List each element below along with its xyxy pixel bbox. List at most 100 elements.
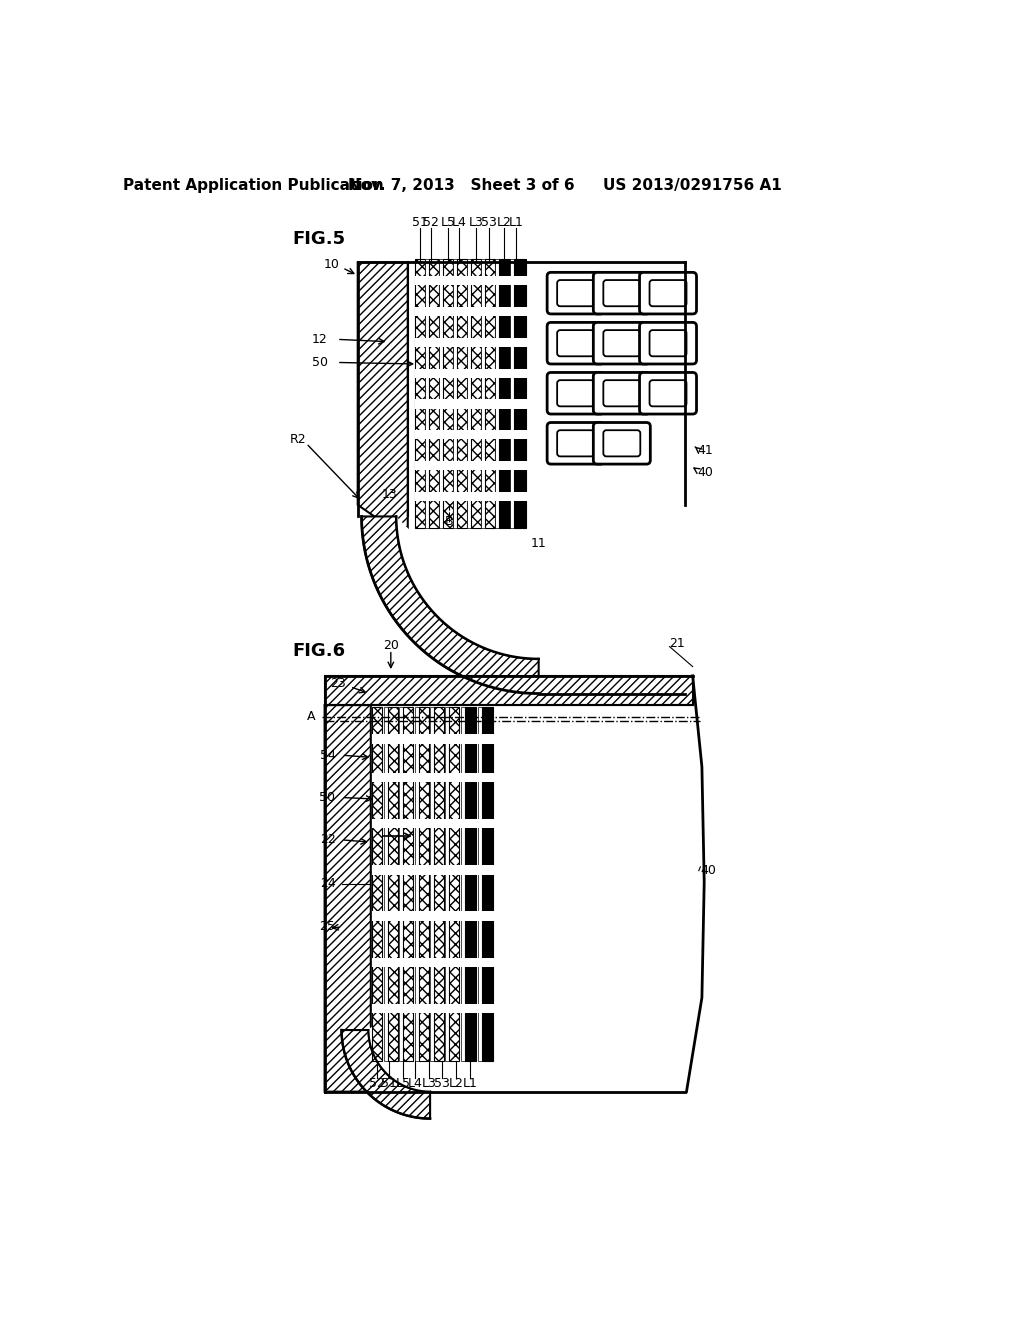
Text: 22: 22: [319, 833, 336, 846]
Bar: [373, 774, 497, 781]
Text: 52: 52: [423, 215, 439, 228]
Text: L2: L2: [497, 215, 511, 228]
FancyBboxPatch shape: [640, 322, 696, 364]
Text: B: B: [444, 515, 453, 528]
Text: L5: L5: [440, 215, 456, 228]
FancyBboxPatch shape: [593, 372, 650, 414]
Bar: [467, 259, 471, 528]
FancyBboxPatch shape: [649, 330, 686, 356]
Text: L4: L4: [408, 1077, 422, 1090]
Text: 12: 12: [312, 333, 328, 346]
Text: L2: L2: [449, 1077, 464, 1090]
Bar: [495, 259, 499, 528]
Bar: [445, 708, 450, 1061]
Bar: [425, 259, 429, 528]
Bar: [510, 259, 514, 528]
Bar: [373, 1003, 497, 1014]
Text: L3: L3: [469, 215, 483, 228]
Text: 50: 50: [319, 791, 336, 804]
Bar: [373, 911, 497, 921]
FancyBboxPatch shape: [603, 380, 640, 407]
Text: L3: L3: [422, 1077, 437, 1090]
FancyBboxPatch shape: [649, 380, 686, 407]
Polygon shape: [361, 516, 539, 693]
Bar: [416, 368, 529, 378]
Text: L1: L1: [509, 215, 523, 228]
Polygon shape: [325, 705, 390, 1092]
Text: L4: L4: [452, 215, 467, 228]
Bar: [388, 708, 397, 1061]
Bar: [416, 276, 529, 285]
Text: 52: 52: [369, 1077, 385, 1090]
Text: 24: 24: [319, 878, 336, 890]
Bar: [434, 708, 444, 1061]
FancyBboxPatch shape: [547, 322, 604, 364]
Bar: [465, 708, 476, 1061]
Polygon shape: [342, 1030, 430, 1118]
Bar: [384, 708, 388, 1061]
Bar: [373, 818, 497, 829]
Bar: [419, 708, 429, 1061]
Text: 54: 54: [319, 748, 336, 762]
Bar: [481, 259, 484, 528]
Text: 23: 23: [331, 677, 346, 690]
Bar: [454, 259, 457, 528]
Bar: [416, 492, 529, 502]
Text: US 2013/0291756 A1: US 2013/0291756 A1: [603, 178, 782, 193]
Text: L1: L1: [463, 1077, 477, 1090]
FancyBboxPatch shape: [593, 422, 650, 465]
Bar: [373, 866, 497, 875]
FancyBboxPatch shape: [547, 372, 604, 414]
Text: 21: 21: [670, 638, 685, 649]
Bar: [443, 259, 454, 528]
FancyBboxPatch shape: [603, 430, 640, 457]
Bar: [514, 259, 525, 528]
FancyBboxPatch shape: [547, 422, 604, 465]
Polygon shape: [369, 969, 430, 1092]
Bar: [416, 308, 529, 317]
FancyBboxPatch shape: [557, 430, 594, 457]
Bar: [399, 708, 403, 1061]
Text: 13: 13: [381, 488, 397, 502]
FancyBboxPatch shape: [640, 372, 696, 414]
Bar: [373, 958, 497, 966]
Text: A: A: [307, 710, 315, 723]
Text: L5: L5: [395, 1077, 411, 1090]
Text: 41: 41: [697, 445, 713, 458]
FancyBboxPatch shape: [593, 272, 650, 314]
Text: 50: 50: [311, 356, 328, 370]
Text: 40: 40: [697, 466, 713, 479]
Bar: [461, 708, 465, 1061]
Bar: [478, 708, 481, 1061]
Text: 40: 40: [700, 865, 716, 878]
Bar: [429, 259, 439, 528]
Bar: [415, 708, 419, 1061]
Polygon shape: [325, 676, 692, 705]
Polygon shape: [357, 263, 408, 540]
FancyBboxPatch shape: [547, 272, 604, 314]
Text: Patent Application Publication: Patent Application Publication: [123, 178, 384, 193]
Bar: [430, 708, 434, 1061]
Bar: [439, 259, 443, 528]
FancyBboxPatch shape: [640, 272, 696, 314]
FancyBboxPatch shape: [603, 330, 640, 356]
FancyBboxPatch shape: [557, 330, 594, 356]
Bar: [481, 708, 494, 1061]
Text: FIG.6: FIG.6: [292, 643, 345, 660]
Bar: [403, 708, 413, 1061]
FancyBboxPatch shape: [557, 280, 594, 306]
Bar: [416, 259, 425, 528]
FancyBboxPatch shape: [593, 322, 650, 364]
Bar: [416, 338, 529, 347]
FancyBboxPatch shape: [603, 280, 640, 306]
Bar: [471, 259, 481, 528]
Text: 51: 51: [381, 1077, 396, 1090]
Text: 10: 10: [325, 259, 340, 271]
Bar: [373, 708, 382, 1061]
Polygon shape: [361, 516, 539, 659]
Bar: [457, 259, 467, 528]
Text: 11: 11: [530, 537, 547, 550]
FancyBboxPatch shape: [557, 380, 594, 407]
Text: 20: 20: [383, 639, 398, 652]
Bar: [416, 430, 529, 440]
